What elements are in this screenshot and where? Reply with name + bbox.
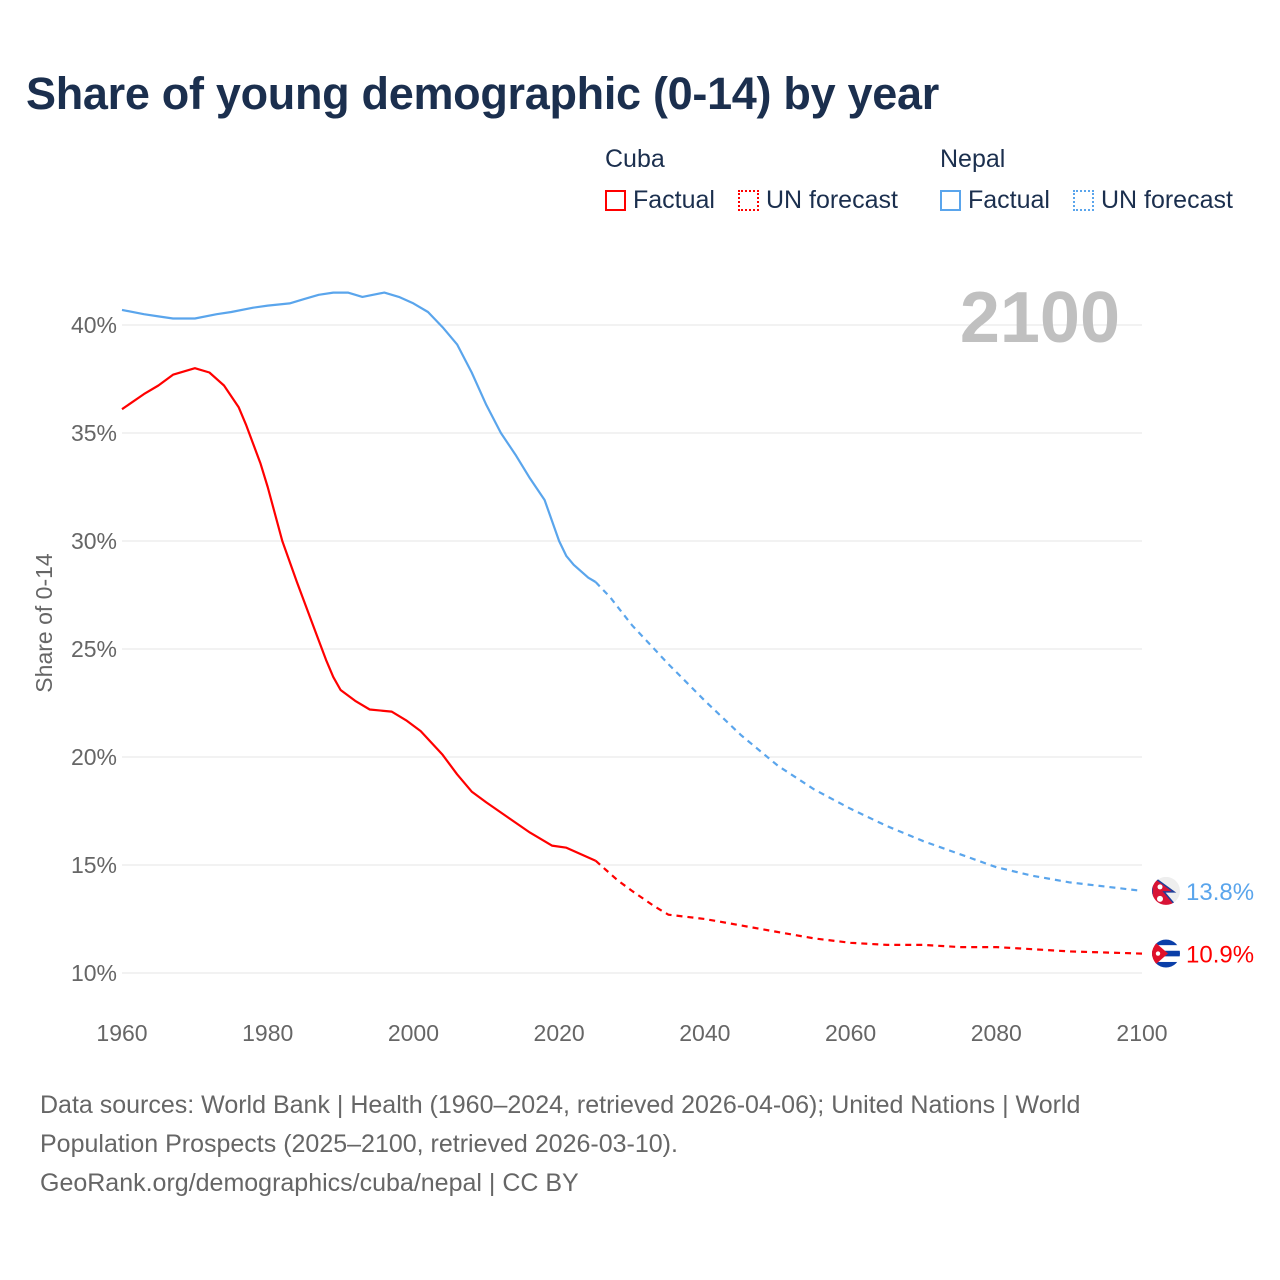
x-tick-label: 2060 <box>825 1020 876 1046</box>
y-tick-label: 30% <box>71 528 117 554</box>
legend-label: Factual <box>968 186 1050 214</box>
x-tick-label: 2080 <box>971 1020 1022 1046</box>
series-line-cuba-forecast <box>594 859 1143 955</box>
footer: Data sources: World Bank | Health (1960–… <box>40 1086 1200 1203</box>
y-tick-label: 15% <box>71 852 117 878</box>
legend-swatch <box>737 190 759 211</box>
chart-title: Share of young demographic (0-14) by yea… <box>26 68 939 119</box>
year-label: 2100 <box>960 278 1120 358</box>
legend-label: UN forecast <box>765 186 898 214</box>
legend-cuba: Cuba Factual UN forecast <box>605 145 914 218</box>
series-line-nepal-forecast <box>594 581 1143 892</box>
source-link[interactable]: GeoRank.org/demographics/cuba/nepal | CC… <box>40 1169 579 1197</box>
y-tick-label: 20% <box>71 744 117 770</box>
legend-nepal-factual[interactable]: Factual <box>940 186 1050 215</box>
y-axis-label: Share of 0-14 <box>31 553 57 693</box>
legend-swatch <box>605 190 626 211</box>
legend-swatch <box>940 190 961 211</box>
legend-country-nepal: Nepal <box>940 145 1006 173</box>
legend-swatch <box>1072 190 1094 211</box>
x-tick-label: 2100 <box>1116 1020 1167 1046</box>
data-sources: Data sources: World Bank | Health (1960–… <box>40 1091 1081 1158</box>
x-tick-label: 2020 <box>534 1020 585 1046</box>
legend-nepal-forecast[interactable]: UN forecast <box>1072 186 1233 215</box>
x-tick-label: 2000 <box>388 1020 439 1046</box>
series-line-nepal-factual <box>121 291 597 583</box>
legend-nepal: Nepal Factual UN forecast <box>940 145 1233 218</box>
y-tick-label: 10% <box>71 960 117 986</box>
y-tick-label: 35% <box>71 420 117 446</box>
legend-cuba-factual[interactable]: Factual <box>605 186 715 215</box>
x-tick-label: 1960 <box>96 1020 147 1046</box>
x-tick-label: 1980 <box>242 1020 293 1046</box>
end-label-cuba: 10.9% <box>1186 942 1254 969</box>
flag-cuba-icon <box>1152 939 1180 968</box>
y-tick-label: 40% <box>71 312 117 338</box>
legend-label: UN forecast <box>1100 186 1233 214</box>
legend-label: Factual <box>633 186 715 214</box>
flag-nepal-icon <box>1152 876 1180 905</box>
legend-country-cuba: Cuba <box>605 145 665 173</box>
end-label-nepal: 13.8% <box>1186 879 1254 906</box>
series-line-cuba-factual <box>121 367 597 862</box>
legend-cuba-forecast[interactable]: UN forecast <box>737 186 898 215</box>
y-tick-label: 25% <box>71 636 117 662</box>
x-tick-label: 2040 <box>679 1020 730 1046</box>
